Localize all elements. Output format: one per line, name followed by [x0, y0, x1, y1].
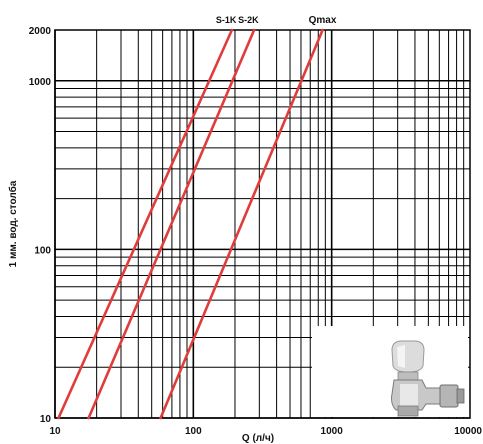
y-tick-label: 100 — [34, 245, 51, 256]
series-label-s-1k: S-1K — [216, 15, 237, 25]
valve-cap — [391, 340, 425, 373]
valve-photo-panel — [312, 326, 468, 417]
plot-frame — [54, 29, 471, 419]
series-line-qmax — [159, 28, 324, 420]
valve-nut — [439, 384, 459, 408]
x-tick-label: 1000 — [321, 426, 344, 437]
x-tick-label: 100 — [185, 426, 202, 437]
series-line-s-1k — [57, 28, 234, 420]
valve-cap-highlight — [397, 345, 405, 368]
valve-inlet — [397, 405, 419, 417]
y-axis-label: 1 мм. вод. столба — [7, 180, 19, 267]
y-tick-label: 2000 — [29, 26, 52, 37]
curves: S-1K S-2K Qmax — [57, 15, 337, 420]
radiator-valve-image — [391, 340, 465, 417]
x-tick-labels: 10 100 1000 10000 — [49, 426, 482, 437]
y-tick-labels: 10 100 1000 2000 — [29, 26, 52, 425]
valve-body-shade — [400, 384, 418, 406]
valve-neck — [397, 371, 419, 381]
x-axis-label: Q (л/ч) — [242, 433, 274, 444]
series-label-s-2k: S-2K — [238, 15, 259, 25]
x-tick-label: 10000 — [454, 426, 482, 437]
series-label-qmax: Qmax — [309, 15, 337, 26]
x-tick-label: 10 — [49, 426, 61, 437]
y-tick-label: 1000 — [29, 77, 52, 88]
y-tick-label: 10 — [40, 414, 52, 425]
valve-tail — [456, 388, 465, 404]
series-line-s-2k — [87, 28, 256, 420]
